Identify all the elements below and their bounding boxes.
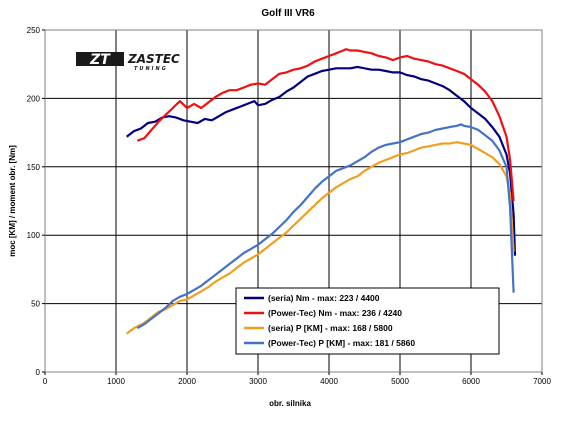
logo-sub: TUNING xyxy=(134,66,168,72)
y-tick-label: 150 xyxy=(27,163,41,172)
series-line-2 xyxy=(136,48,515,202)
legend-box xyxy=(235,287,500,355)
legend-label-4: (Power-Tec) P [KM] - max: 181 / 5860 xyxy=(268,338,415,348)
legend-label-3: (seria) P [KM] - max: 168 / 5800 xyxy=(268,323,393,333)
x-axis-label: obr. silnika xyxy=(269,399,311,408)
y-tick-label: 100 xyxy=(27,231,41,240)
series-lines xyxy=(126,48,517,335)
legend: (seria) Nm - max: 223 / 4400 (Power-Tec) … xyxy=(235,287,500,355)
chart-title: Golf III VR6 xyxy=(261,8,315,19)
y-tick-label: 0 xyxy=(36,368,41,377)
x-tick-label: 3000 xyxy=(249,377,267,386)
x-tick-label: 2000 xyxy=(178,377,196,386)
x-tick-label: 4000 xyxy=(320,377,338,386)
x-tick-label: 5000 xyxy=(391,377,409,386)
y-tick-label: 50 xyxy=(31,300,40,309)
series-line-3 xyxy=(126,141,515,335)
x-tick-label: 0 xyxy=(43,377,48,386)
plot-area-border xyxy=(44,29,543,373)
logo-mark-background xyxy=(76,52,124,66)
x-tick-label: 1000 xyxy=(107,377,125,386)
logo-name: ZASTEC xyxy=(127,52,180,66)
y-tick-label: 250 xyxy=(27,26,41,35)
y-axis-label: moc [KM] / moment obr. [Nm] xyxy=(8,145,17,257)
y-axis-ticks: 0 50 100 150 200 250 xyxy=(27,26,45,377)
y-tick-label: 200 xyxy=(27,94,41,103)
x-tick-label: 7000 xyxy=(533,377,551,386)
series-line-4 xyxy=(136,123,515,330)
x-tick-label: 6000 xyxy=(462,377,480,386)
legend-label-1: (seria) Nm - max: 223 / 4400 xyxy=(268,293,380,303)
legend-label-2: (Power-Tec) Nm - max: 236 / 4240 xyxy=(268,308,402,318)
zastec-logo: ZT ZASTEC TUNING xyxy=(76,52,180,72)
x-axis-ticks: 0 1000 2000 3000 4000 5000 6000 7000 xyxy=(43,372,551,386)
series-line-1 xyxy=(126,65,517,256)
logo-mark: ZT xyxy=(89,52,111,68)
